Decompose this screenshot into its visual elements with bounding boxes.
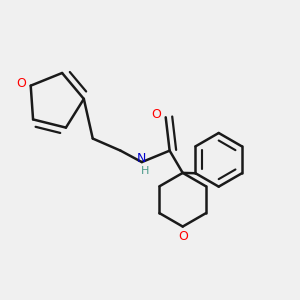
Text: N: N [137,152,146,165]
Text: H: H [141,166,149,176]
Text: O: O [151,107,161,121]
Text: O: O [16,76,26,90]
Text: O: O [178,230,188,243]
